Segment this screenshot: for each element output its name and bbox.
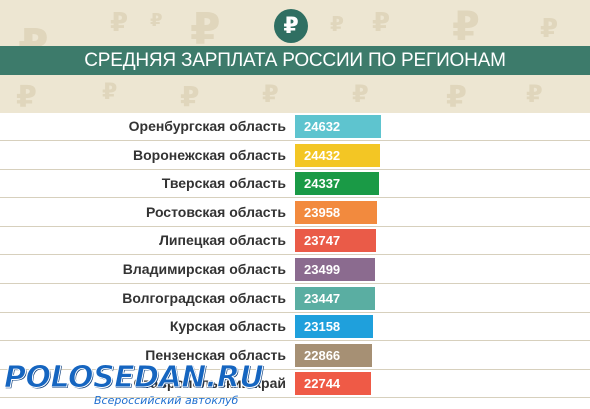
ruble-watermark-icon: ₽ [180, 80, 200, 113]
title-band: СРЕДНЯЯ ЗАРПЛАТА РОССИИ ПО РЕГИОНАМ [0, 46, 590, 75]
ruble-watermark-icon: ₽ [446, 80, 467, 115]
chart-row: Ставропольский край 22744 [0, 370, 590, 399]
chart-row: Пензенская область 22866 [0, 341, 590, 370]
ruble-watermark-icon: ₽ [16, 80, 37, 115]
value-label: 24432 [304, 147, 341, 163]
category-label: Тверская область [161, 175, 286, 192]
chart-row: Курская область 23158 [0, 313, 590, 342]
bar [295, 200, 378, 224]
value-label: 24337 [304, 176, 341, 192]
ruble-watermark-icon: ₽ [352, 80, 369, 108]
ruble-watermark-icon: ₽ [262, 80, 279, 108]
chart-row: Ростовская область 23958 [0, 198, 590, 227]
bar [295, 143, 380, 167]
site-tagline: Всероссийский автоклуб [94, 394, 239, 407]
category-label: Курская область [169, 318, 286, 335]
chart-title: СРЕДНЯЯ ЗАРПЛАТА РОССИИ ПО РЕГИОНАМ [84, 49, 506, 71]
bar [295, 372, 371, 396]
bar [295, 286, 375, 310]
ruble-watermark-icon: ₽ [452, 4, 480, 50]
bar [295, 343, 372, 367]
chart-row: Тверская область 24337 [0, 170, 590, 199]
bar [295, 315, 374, 339]
ruble-watermark-icon: ₽ [526, 80, 543, 108]
ruble-watermark-icon: ₽ [102, 80, 118, 105]
ruble-watermark-icon: ₽ [110, 8, 129, 38]
chart-row: Липецкая область 23747 [0, 227, 590, 256]
chart-row: Оренбургская область 24632 [0, 113, 590, 141]
category-label: Пензенская область [145, 346, 286, 363]
chart-row: Владимирская область 23499 [0, 256, 590, 284]
bar [295, 258, 375, 281]
value-label: 23747 [304, 233, 341, 249]
value-label: 23958 [304, 204, 341, 220]
ruble-icon: ₽ [274, 9, 308, 43]
ruble-watermark-icon: ₽ [330, 12, 344, 36]
bar [295, 115, 381, 138]
category-label: Липецкая область [159, 232, 286, 249]
category-label: Ставропольский край [133, 375, 286, 392]
site-logo: POLOSEDAN.RU [3, 360, 264, 396]
chart-row: Воронежская область 24432 [0, 141, 590, 170]
bar [295, 229, 377, 253]
ruble-watermark-icon: ₽ [150, 10, 163, 31]
chart-row: Волгоградская область 23447 [0, 284, 590, 313]
bar [295, 172, 380, 196]
value-label: 24632 [304, 119, 341, 134]
category-label: Волгоградская область [122, 289, 286, 306]
value-label: 22744 [304, 376, 341, 392]
bar-chart: Оренбургская область 24632 Воронежская обл… [0, 113, 590, 409]
category-label: Воронежская область [133, 146, 286, 163]
value-label: 23447 [304, 290, 341, 306]
category-label: Оренбургская область [128, 118, 286, 134]
ruble-watermark-icon: ₽ [540, 14, 559, 44]
category-label: Владимирская область [122, 261, 286, 277]
value-label: 23499 [304, 262, 341, 277]
category-label: Ростовская область [145, 203, 286, 220]
value-label: 22866 [304, 347, 341, 363]
value-label: 23158 [304, 319, 341, 335]
ruble-watermark-icon: ₽ [372, 8, 391, 38]
